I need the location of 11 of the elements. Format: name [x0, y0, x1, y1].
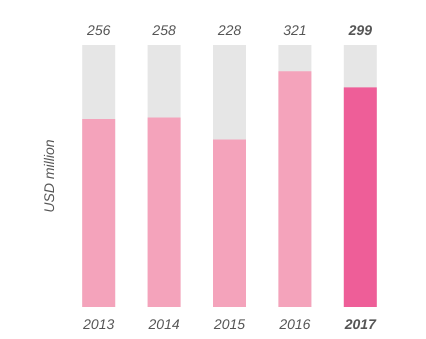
data-label: 256: [86, 22, 111, 38]
data-label: 228: [216, 22, 242, 38]
x-tick-label: 2013: [82, 316, 114, 332]
x-tick-label: 2017: [344, 316, 378, 332]
x-tick-label: 2015: [212, 316, 246, 332]
data-label: 258: [151, 22, 176, 38]
data-label: 299: [348, 22, 372, 38]
x-tick-label: 2016: [278, 316, 311, 332]
x-tick-label: 2014: [148, 316, 180, 332]
y-axis-title: USD million: [41, 139, 57, 213]
data-label: 321: [283, 22, 307, 38]
